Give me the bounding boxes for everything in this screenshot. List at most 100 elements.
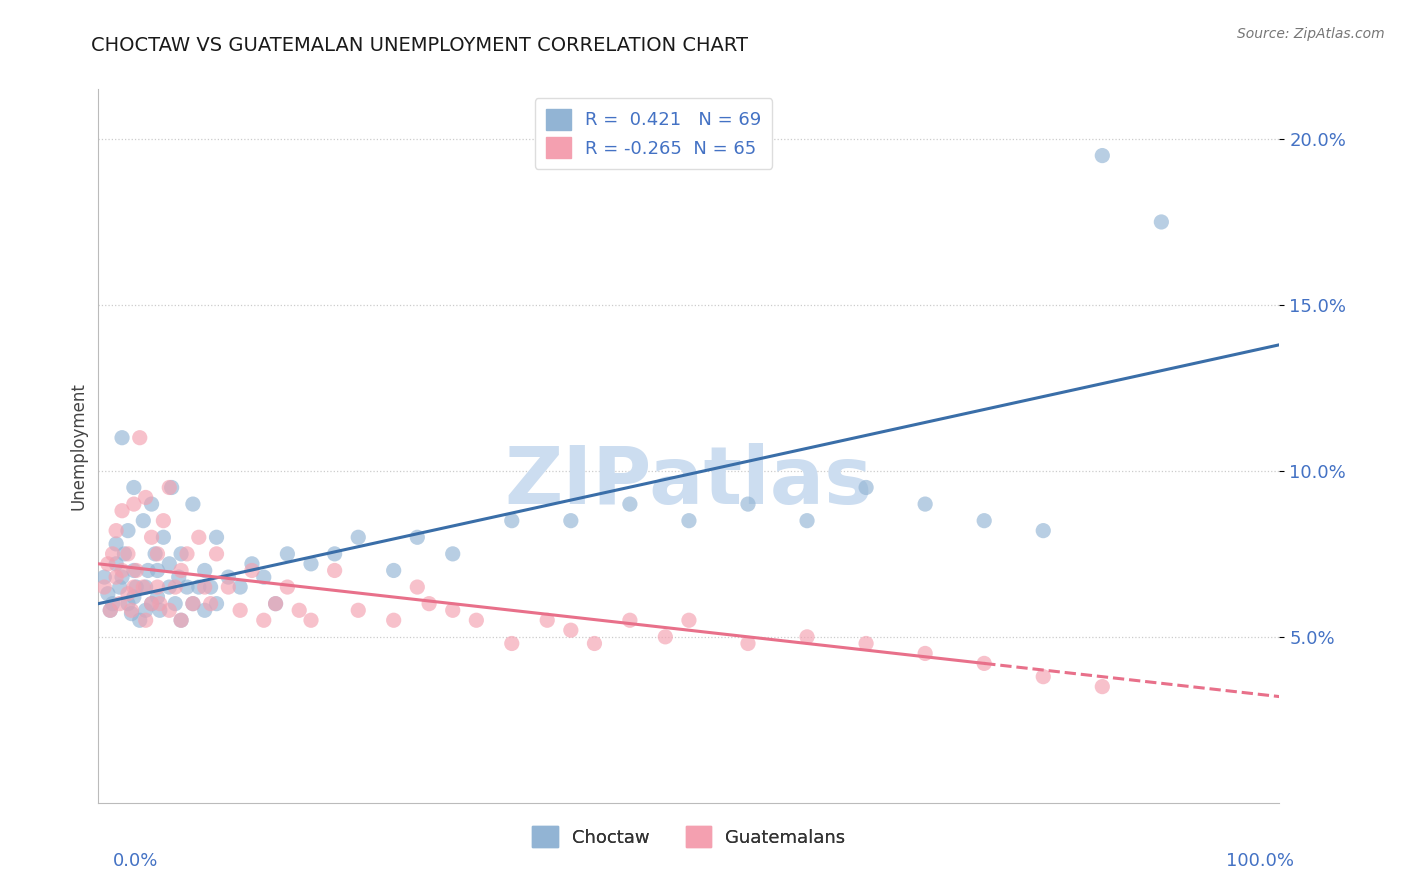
- Point: [737, 636, 759, 650]
- Point: [111, 431, 134, 445]
- Point: [146, 580, 169, 594]
- Point: [914, 497, 936, 511]
- Point: [125, 580, 148, 594]
- Point: [157, 557, 180, 571]
- Point: [97, 557, 120, 571]
- Point: [737, 497, 759, 511]
- Point: [122, 497, 145, 511]
- Point: [165, 597, 187, 611]
- Point: [205, 597, 228, 611]
- Point: [108, 597, 131, 611]
- Point: [146, 564, 169, 578]
- Point: [98, 603, 121, 617]
- Point: [143, 547, 166, 561]
- Point: [347, 530, 370, 544]
- Point: [167, 570, 190, 584]
- Point: [560, 624, 582, 638]
- Point: [299, 613, 322, 627]
- Point: [194, 580, 217, 594]
- Point: [170, 564, 193, 578]
- Point: [194, 564, 217, 578]
- Point: [914, 647, 936, 661]
- Point: [117, 524, 139, 538]
- Point: [205, 547, 228, 561]
- Point: [152, 514, 174, 528]
- Point: [170, 547, 193, 561]
- Point: [132, 580, 155, 594]
- Point: [170, 613, 193, 627]
- Point: [406, 530, 429, 544]
- Point: [229, 580, 252, 594]
- Point: [141, 530, 163, 544]
- Point: [323, 547, 346, 561]
- Point: [1150, 215, 1173, 229]
- Point: [111, 570, 134, 584]
- Point: [149, 603, 172, 617]
- Point: [678, 613, 700, 627]
- Point: [855, 481, 877, 495]
- Point: [157, 603, 180, 617]
- Point: [501, 636, 523, 650]
- Point: [121, 603, 143, 617]
- Point: [323, 564, 346, 578]
- Point: [141, 597, 163, 611]
- Point: [187, 580, 209, 594]
- Point: [111, 504, 134, 518]
- Text: 0.0%: 0.0%: [112, 852, 157, 870]
- Point: [855, 636, 877, 650]
- Point: [200, 580, 222, 594]
- Point: [146, 547, 169, 561]
- Point: [149, 597, 172, 611]
- Point: [135, 580, 157, 594]
- Point: [141, 597, 163, 611]
- Point: [276, 580, 298, 594]
- Point: [796, 630, 818, 644]
- Point: [141, 497, 163, 511]
- Point: [1032, 524, 1054, 538]
- Point: [264, 597, 287, 611]
- Text: 100.0%: 100.0%: [1226, 852, 1294, 870]
- Point: [406, 580, 429, 594]
- Point: [112, 547, 135, 561]
- Point: [157, 481, 180, 495]
- Text: Source: ZipAtlas.com: Source: ZipAtlas.com: [1237, 27, 1385, 41]
- Point: [176, 547, 198, 561]
- Point: [122, 564, 145, 578]
- Text: CHOCTAW VS GUATEMALAN UNEMPLOYMENT CORRELATION CHART: CHOCTAW VS GUATEMALAN UNEMPLOYMENT CORRE…: [91, 36, 748, 54]
- Point: [97, 587, 120, 601]
- Point: [200, 597, 222, 611]
- Point: [1091, 148, 1114, 162]
- Point: [135, 613, 157, 627]
- Point: [101, 547, 124, 561]
- Point: [105, 570, 128, 584]
- Point: [264, 597, 287, 611]
- Point: [583, 636, 606, 650]
- Point: [240, 557, 263, 571]
- Point: [973, 657, 995, 671]
- Point: [187, 530, 209, 544]
- Point: [205, 530, 228, 544]
- Point: [796, 514, 818, 528]
- Point: [176, 580, 198, 594]
- Point: [973, 514, 995, 528]
- Text: ZIPatlas: ZIPatlas: [505, 442, 873, 521]
- Point: [253, 570, 276, 584]
- Point: [132, 514, 155, 528]
- Point: [108, 580, 131, 594]
- Point: [229, 603, 252, 617]
- Y-axis label: Unemployment: Unemployment: [69, 382, 87, 510]
- Point: [98, 603, 121, 617]
- Point: [347, 603, 370, 617]
- Point: [382, 613, 405, 627]
- Point: [111, 564, 134, 578]
- Point: [465, 613, 488, 627]
- Point: [181, 497, 204, 511]
- Point: [105, 524, 128, 538]
- Point: [122, 590, 145, 604]
- Point: [678, 514, 700, 528]
- Point: [240, 564, 263, 578]
- Point: [276, 547, 298, 561]
- Point: [288, 603, 311, 617]
- Point: [157, 580, 180, 594]
- Point: [170, 613, 193, 627]
